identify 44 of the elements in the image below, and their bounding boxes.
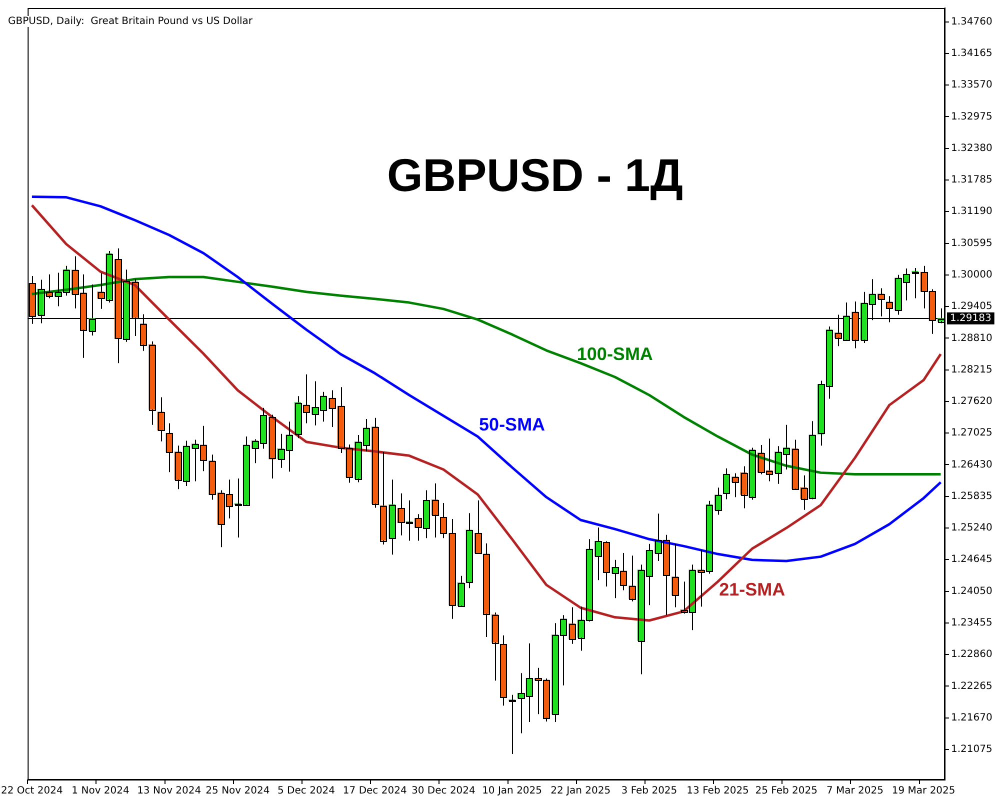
y-tick-label: 1.27620: [951, 396, 992, 408]
x-tick-label: 19 Mar 2025: [892, 786, 956, 797]
x-tick-label: 3 Feb 2025: [621, 786, 678, 797]
y-tick-label: 1.24050: [951, 586, 992, 597]
y-tick-label: 1.31190: [951, 206, 992, 218]
series-label: 50-SMA: [479, 414, 546, 434]
y-tick-label: 1.27025: [951, 428, 992, 439]
y-tick-label: 1.23455: [951, 617, 992, 628]
y-tick-label: 1.34760: [951, 16, 992, 28]
x-tick-label: 10 Jan 2025: [482, 786, 542, 797]
series-label: 21-SMA: [719, 580, 786, 600]
y-tick-label: 1.22860: [951, 649, 992, 660]
y-tick-label: 1.29405: [951, 301, 992, 312]
x-tick-label: 17 Dec 2024: [342, 786, 407, 797]
y-tick-label: 1.31785: [951, 174, 992, 186]
y-tick-label: 1.26430: [951, 459, 992, 470]
text: GBPUSD, Daily: Great Britain Pound vs US Dollar: [6, 16, 255, 27]
y-tick-label: 1.32975: [951, 111, 992, 122]
y-tick-label: 1.28810: [951, 332, 992, 344]
series-label: 100-SMA: [576, 344, 653, 364]
y-tick-label: 1.21075: [951, 744, 992, 756]
x-tick-label: 7 Mar 2025: [826, 786, 884, 797]
x-tick-label: 13 Nov 2024: [137, 786, 202, 797]
y-tick-label: 1.32380: [951, 142, 992, 154]
y-tick-label: 1.28215: [951, 364, 992, 376]
y-tick-label: 1.25240: [951, 522, 992, 534]
y-tick-label: 1.24645: [951, 554, 992, 566]
y-tick-label: 1.30595: [951, 238, 992, 249]
x-tick-label: 5 Dec 2024: [278, 786, 336, 797]
x-tick-label: 25 Nov 2024: [206, 786, 270, 797]
x-tick-label: 30 Dec 2024: [412, 786, 476, 797]
ref-line-label: 1.29183: [950, 312, 992, 324]
text: GBPUSD - 1Д: [386, 149, 684, 201]
y-tick-label: 1.21670: [951, 712, 992, 724]
y-tick-label: 1.25835: [951, 490, 992, 502]
x-tick-label: 25 Feb 2025: [755, 786, 818, 797]
y-tick-label: 1.33570: [951, 80, 992, 91]
x-tick-label: 13 Feb 2025: [686, 786, 749, 797]
y-tick-label: 1.34165: [951, 48, 992, 60]
x-tick-label: 22 Oct 2024: [1, 786, 63, 797]
x-tick-label: 1 Nov 2024: [72, 786, 130, 797]
y-tick-label: 1.30000: [951, 269, 992, 280]
x-tick-label: 22 Jan 2025: [550, 786, 611, 797]
y-tick-label: 1.22265: [951, 680, 992, 692]
